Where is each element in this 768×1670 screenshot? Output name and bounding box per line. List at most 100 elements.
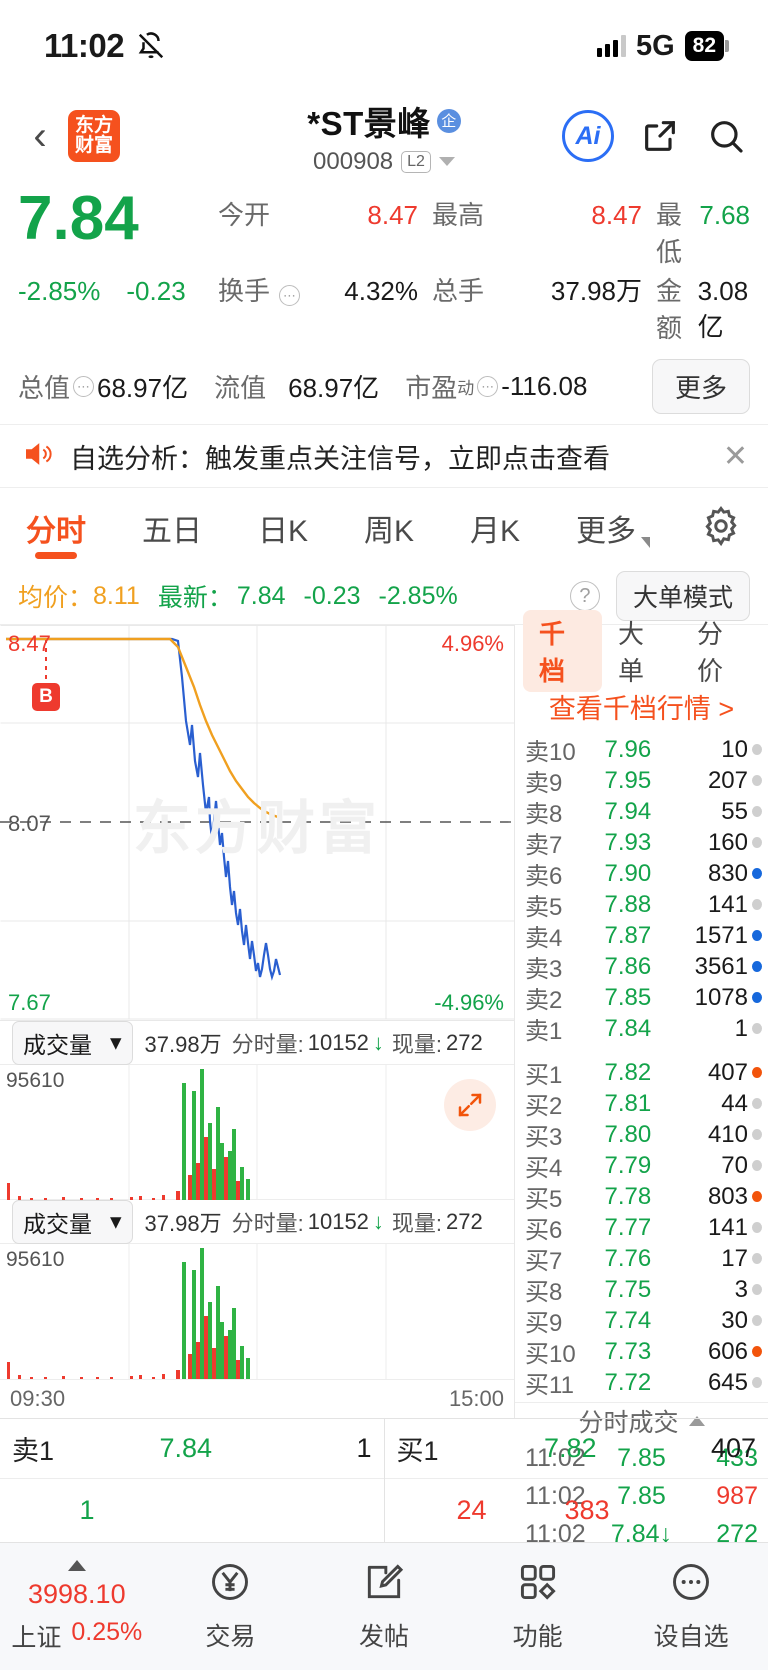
tab-dadan[interactable]: 大单 [618, 619, 645, 686]
amount-label: 金额 [656, 276, 683, 343]
tab-monthk[interactable]: 月K [470, 488, 520, 568]
ask-row[interactable]: 卖5 7.88 141 [515, 889, 768, 921]
low-cell: 最低 7.68 [656, 195, 750, 269]
back-button[interactable]: ‹ [33, 114, 47, 158]
ask-row[interactable]: 卖8 7.94 55 [515, 796, 768, 828]
tab-dayk[interactable]: 日K [258, 488, 308, 568]
ask-price: 7.96 [604, 735, 652, 763]
bid-row[interactable]: 买5 7.78 803 [515, 1181, 768, 1213]
volume-header-2: 成交量 ▾ 37.98万 分时量: 10152 ↓ 现量: 272 [0, 1199, 514, 1245]
volume-chart-2[interactable]: 95610 [0, 1244, 514, 1380]
ask-summary-row[interactable]: 卖1 7.84 1 [0, 1419, 384, 1479]
current-volume-label: 现量: [391, 1210, 443, 1236]
bid-label: 买5 [525, 1186, 563, 1213]
ask-row[interactable]: 卖10 7.96 10 [515, 734, 768, 766]
volume-chart-1[interactable]: 95610 [0, 1065, 514, 1201]
bid-row[interactable]: 买9 7.74 30 [515, 1305, 768, 1337]
bid-row[interactable]: 买8 7.75 3 [515, 1274, 768, 1306]
search-icon[interactable] [706, 116, 746, 156]
ask-qty: 1571 [694, 921, 748, 949]
ai-assistant-button[interactable]: Ai [562, 110, 614, 162]
ask-row[interactable]: 卖7 7.93 160 [515, 827, 768, 859]
quote-panel: 7.84 今开 8.47 最高 8.47 最低 7.68 [0, 180, 768, 424]
ask-row[interactable]: 卖2 7.85 1078 [515, 982, 768, 1014]
nav-item-post[interactable]: 发帖 [307, 1560, 461, 1653]
pe-label: 市盈 [405, 373, 458, 403]
size-dot-icon [748, 775, 762, 786]
index-percent: 0.25% [71, 1617, 143, 1646]
ask-price: 7.88 [604, 890, 652, 918]
expand-icon[interactable] [444, 1079, 496, 1131]
bid-row[interactable]: 买7 7.76 17 [515, 1243, 768, 1275]
view-full-depth-link[interactable]: 查看千档行情 > [548, 694, 735, 724]
ask-row[interactable]: 卖9 7.95 207 [515, 765, 768, 797]
nav-item-trade[interactable]: 交易 [154, 1560, 308, 1653]
ask-row[interactable]: 卖1 7.84 1 [515, 1013, 768, 1045]
question-icon[interactable]: ? [569, 581, 600, 611]
size-dot-icon [748, 806, 762, 817]
ask-row[interactable]: 卖3 7.86 3561 [515, 951, 768, 983]
bid-row[interactable]: 买1 7.82 407 [515, 1057, 768, 1089]
ask-qty: 160 [707, 828, 748, 856]
ask-label: 卖3 [525, 956, 563, 983]
tab-more[interactable]: 更多 [576, 488, 651, 568]
ask-row[interactable]: 卖6 7.90 830 [515, 858, 768, 890]
quote-stats-row-2: 换手 ⋯ 4.32% 总手 37.98万 金额 3.08亿 [218, 271, 750, 345]
close-icon[interactable]: ✕ [722, 439, 748, 473]
bid-row[interactable]: 买10 7.73 606 [515, 1336, 768, 1368]
grid-icon [516, 1560, 560, 1609]
order-book-panel: 千档 大单 分价 查看千档行情 > 卖10 7.96 10 卖9 7.95 207 卖8… [515, 610, 768, 1548]
bid-row[interactable]: 买3 7.80 410 [515, 1119, 768, 1151]
ask-row[interactable]: 卖4 7.87 1571 [515, 920, 768, 952]
volume-indicator-select-2[interactable]: 成交量 ▾ [12, 1199, 133, 1244]
info-icon[interactable]: ⋯ [73, 376, 95, 397]
bid-row[interactable]: 买11 7.72 645 [515, 1367, 768, 1399]
size-dot-icon [748, 1098, 762, 1109]
tick-section-header[interactable]: 分时成交 [515, 1402, 768, 1439]
ask-label: 卖2 [525, 987, 563, 1014]
info-icon[interactable]: ⋯ [477, 376, 499, 397]
bid-row[interactable]: 买4 7.79 70 [515, 1150, 768, 1182]
bid-row[interactable]: 买2 7.81 44 [515, 1088, 768, 1120]
brand-logo[interactable]: 东方 财富 [68, 110, 120, 162]
ask-qty: 10 [721, 735, 748, 763]
nav-item-watchlist[interactable]: 设自选 [614, 1560, 768, 1653]
share-icon[interactable] [640, 116, 680, 156]
tick-header-label: 分时成交 [578, 1409, 679, 1437]
header-actions: Ai [562, 110, 746, 162]
info-icon[interactable]: ⋯ [279, 285, 301, 306]
size-dot-icon [748, 930, 762, 941]
bid-summary-row[interactable]: 买1 7.82 407 [384, 1419, 768, 1479]
more-button[interactable]: 更多 [651, 359, 750, 414]
tick-row[interactable]: 11:02 7.85 987 [515, 1477, 768, 1515]
tab-fenjia[interactable]: 分价 [697, 619, 724, 686]
bid-row[interactable]: 买6 7.77 141 [515, 1212, 768, 1244]
gear-icon[interactable] [700, 505, 742, 552]
tab-label: 更多 [576, 515, 637, 548]
tab-weekk[interactable]: 周K [364, 488, 414, 568]
bid-label: 买8 [525, 1279, 563, 1306]
volume-indicator-select[interactable]: 成交量 ▾ [12, 1020, 133, 1065]
ask-price: 7.93 [604, 828, 652, 856]
buy-flag-marker[interactable]: B [32, 683, 60, 711]
intraday-price-chart[interactable]: 东方财富 8.47 [0, 625, 514, 1021]
chevron-down-icon[interactable] [438, 157, 455, 166]
size-dot-icon [748, 899, 762, 910]
nav-item-functions[interactable]: 功能 [461, 1560, 615, 1653]
tick-time: 11:02 [525, 1481, 586, 1510]
tab-qiandang[interactable]: 千档 [523, 610, 602, 692]
notice-banner[interactable]: 自选分析：触发重点关注信号，立即点击查看 ✕ [0, 424, 768, 488]
size-dot-icon [748, 1129, 762, 1140]
ask-price: 7.84 [604, 1014, 652, 1042]
big-order-mode-button[interactable]: 大单模式 [615, 571, 750, 621]
last-value: 7.84 [236, 581, 286, 610]
nav-index[interactable]: 3998.10 上证 0.25% [0, 1559, 154, 1654]
tab-label: 分时 [26, 515, 86, 548]
bid-label: 买6 [525, 1217, 563, 1244]
tick-row[interactable]: 11:02 7.85 433 [515, 1439, 768, 1477]
tab-wuri[interactable]: 五日 [142, 488, 202, 568]
floatcap-value: 68.97亿 [288, 373, 380, 403]
quote-stats-2: 换手 ⋯ 4.32% 总手 37.98万 金额 3.08亿 [218, 271, 750, 345]
bid-price: 7.77 [604, 1213, 652, 1241]
tab-fenshi[interactable]: 分时 [26, 488, 86, 568]
